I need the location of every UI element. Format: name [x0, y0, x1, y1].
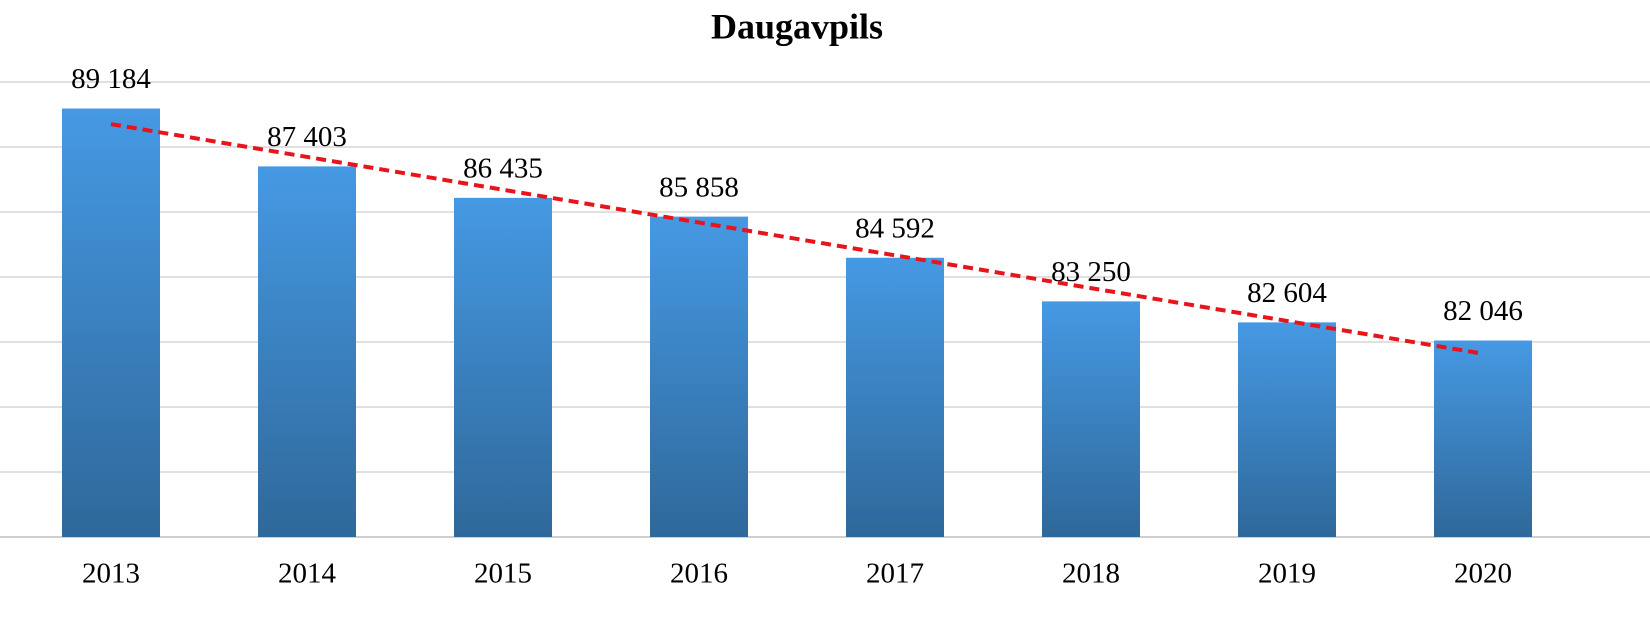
data-label: 86 435: [463, 153, 543, 185]
x-tick-label: 2017: [866, 558, 924, 590]
bar: [258, 166, 356, 537]
bar: [846, 257, 944, 537]
bar: [1042, 301, 1140, 537]
x-tick-label: 2018: [1062, 558, 1120, 590]
bar: [1434, 340, 1532, 537]
x-tick-label: 2020: [1454, 558, 1512, 590]
trendline: [110, 122, 1484, 356]
bar: [62, 108, 160, 538]
data-label: 82 046: [1443, 295, 1523, 327]
x-tick-label: 2016: [670, 558, 728, 590]
data-label: 82 604: [1247, 277, 1327, 309]
chart-title: Daugavpils: [711, 6, 883, 46]
data-label: 85 858: [659, 171, 739, 203]
data-label: 84 592: [855, 212, 935, 244]
x-tick-label: 2015: [474, 558, 532, 590]
bar: [454, 197, 552, 538]
x-tick-label: 2014: [278, 558, 337, 590]
x-tick-label: 2013: [82, 558, 140, 590]
data-label: 87 403: [267, 121, 347, 153]
bar: [1238, 322, 1336, 537]
data-label: 89 184: [71, 63, 151, 95]
x-tick-label: 2019: [1258, 558, 1316, 590]
bar: [650, 216, 748, 538]
